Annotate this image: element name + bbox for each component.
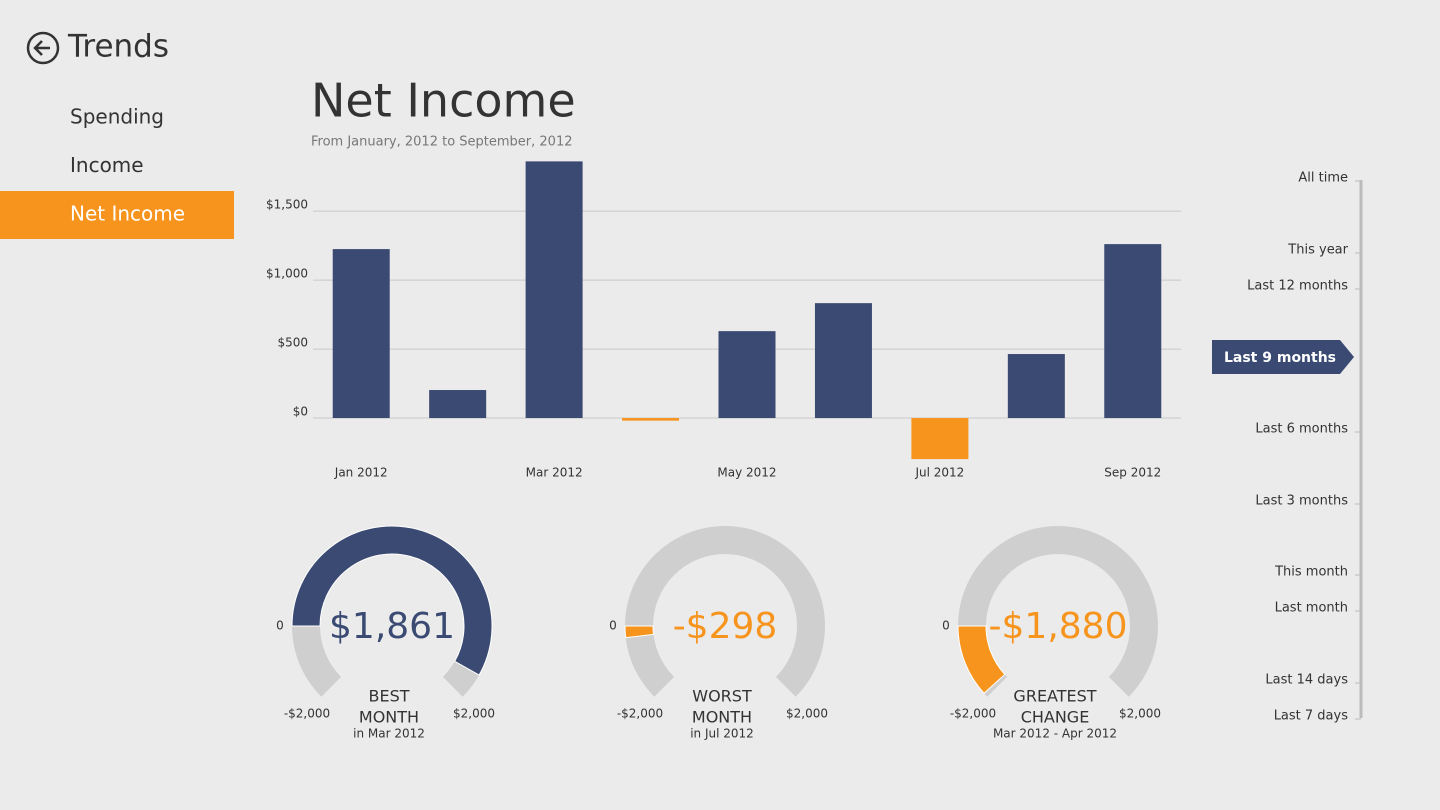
nav-item[interactable]: Net Income	[70, 202, 185, 226]
x-tick-label: Sep 2012	[1104, 466, 1161, 480]
gauge-track	[625, 526, 825, 697]
gauge-max-label: $2,000	[786, 707, 828, 721]
range-option[interactable]: Last 9 months	[1224, 350, 1336, 366]
gauge-title: MONTH	[692, 708, 752, 727]
x-tick-label: Jan 2012	[334, 466, 388, 480]
range-selected	[1212, 340, 1354, 374]
gauge-title: CHANGE	[1021, 708, 1090, 727]
range-option[interactable]: Last 3 months	[1255, 494, 1348, 509]
x-tick-label: Jul 2012	[914, 466, 964, 480]
bar	[525, 161, 583, 419]
gauge-caption: in Mar 2012	[353, 727, 425, 741]
gauge-zero-label: 0	[942, 619, 950, 633]
bar	[622, 418, 680, 421]
gauge-title: MONTH	[359, 708, 419, 727]
x-tick-label: Mar 2012	[526, 466, 583, 480]
range-option[interactable]: Last month	[1275, 601, 1348, 616]
chart-subtitle: From January, 2012 to September, 2012	[311, 135, 573, 150]
y-tick-label: $1,500	[266, 198, 308, 212]
x-tick-label: May 2012	[717, 466, 776, 480]
gauge-min-label: -$2,000	[950, 707, 996, 721]
gauge-zero-label: 0	[276, 619, 284, 633]
gauge-fill	[957, 625, 1006, 695]
page-title: Trends	[67, 29, 169, 65]
nav-item[interactable]: Income	[70, 153, 144, 177]
gauge-max-label: $2,000	[453, 707, 495, 721]
y-tick-label: $500	[277, 336, 308, 350]
chart-title: Net Income	[311, 74, 576, 128]
bar	[429, 390, 487, 419]
bar	[1104, 244, 1162, 419]
gauge-caption: Mar 2012 - Apr 2012	[993, 727, 1117, 741]
gauge-max-label: $2,000	[1119, 707, 1161, 721]
range-option[interactable]: This year	[1287, 243, 1348, 258]
range-option[interactable]: Last 14 days	[1265, 673, 1348, 688]
range-option[interactable]: This month	[1274, 565, 1348, 580]
range-option[interactable]: Last 7 days	[1274, 709, 1349, 724]
gauge-value: -$1,880	[989, 606, 1128, 647]
range-option[interactable]: Last 12 months	[1247, 279, 1348, 294]
y-tick-label: $1,000	[266, 267, 308, 281]
gauge-fill	[291, 525, 493, 676]
range-option[interactable]: Last 6 months	[1255, 422, 1348, 437]
gauge-value: $1,861	[329, 606, 455, 647]
gauge-caption: in Jul 2012	[690, 727, 754, 741]
gauge-zero-label: 0	[609, 619, 617, 633]
gauge-title: WORST	[692, 687, 752, 706]
gauge-title: GREATEST	[1013, 687, 1096, 706]
bar	[814, 303, 872, 419]
gauge-fill	[624, 625, 655, 639]
gauge-min-label: -$2,000	[284, 707, 330, 721]
range-option[interactable]: All time	[1298, 171, 1348, 186]
gauge-value: -$298	[673, 606, 778, 647]
bar	[1007, 354, 1065, 419]
bar	[718, 331, 776, 419]
gauge-min-label: -$2,000	[617, 707, 663, 721]
gauge-title: BEST	[368, 687, 409, 706]
y-tick-label: $0	[293, 405, 308, 419]
nav-selected	[0, 191, 234, 239]
bar	[332, 249, 390, 419]
back-button[interactable]	[26, 31, 60, 65]
gauge-track	[958, 526, 1158, 697]
bar	[911, 418, 969, 460]
nav-item[interactable]: Spending	[70, 105, 164, 129]
